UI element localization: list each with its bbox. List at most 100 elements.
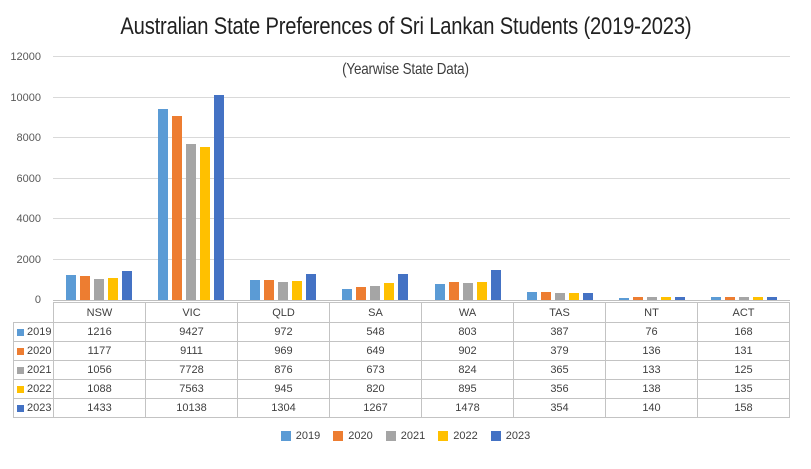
bar-nt-2020[interactable] — [632, 297, 643, 300]
bar-sa-2021[interactable] — [370, 286, 381, 300]
cell-nsw-2022: 1088 — [53, 379, 146, 399]
bar-nsw-2019[interactable] — [66, 275, 77, 300]
category-group-nt — [606, 57, 698, 300]
gridline-2000 — [53, 258, 790, 260]
bar-nt-2023[interactable] — [674, 297, 685, 300]
bar-qld-2023[interactable] — [306, 273, 317, 300]
bars-layer — [53, 57, 790, 300]
row-label-2023: 2023 — [13, 398, 54, 418]
cell-act-2020: 131 — [697, 341, 790, 361]
cell-nt-2020: 136 — [605, 341, 698, 361]
bar-vic-2022[interactable] — [200, 146, 211, 300]
gridline-4000 — [53, 218, 790, 219]
category-group-wa — [422, 57, 514, 300]
legend-item-2021[interactable]: 2021 — [385, 430, 426, 442]
category-group-vic — [145, 57, 237, 300]
legend-label: 2023 — [505, 430, 531, 442]
cell-tas-2022: 356 — [513, 379, 606, 399]
bar-tas-2022[interactable] — [568, 292, 579, 300]
bar-act-2021[interactable] — [738, 297, 749, 300]
bar-nt-2022[interactable] — [660, 297, 671, 300]
cell-wa-2020: 902 — [421, 341, 514, 361]
cell-qld-2022: 945 — [237, 379, 330, 399]
legend-item-2023[interactable]: 2023 — [490, 430, 531, 442]
cell-nt-2022: 138 — [605, 379, 698, 399]
category-group-nsw — [53, 57, 145, 300]
table-corner-cell — [13, 302, 54, 323]
bar-act-2023[interactable] — [766, 296, 777, 300]
cell-vic-2021: 7728 — [145, 360, 238, 380]
bar-vic-2020[interactable] — [172, 115, 183, 300]
category-group-tas — [514, 57, 606, 300]
bar-wa-2023[interactable] — [490, 270, 501, 300]
legend-item-2022[interactable]: 2022 — [438, 430, 478, 442]
bar-sa-2019[interactable] — [342, 288, 353, 300]
row-label-2022: 2022 — [13, 379, 54, 399]
row-label-2021: 2021 — [13, 360, 54, 380]
bar-sa-2022[interactable] — [384, 283, 395, 300]
data-table-header: NSW VIC QLD SA WA TAS NT ACT — [13, 302, 790, 323]
bar-wa-2021[interactable] — [462, 283, 473, 300]
bar-sa-2023[interactable] — [398, 274, 409, 300]
bar-qld-2020[interactable] — [264, 280, 275, 300]
y-tick-label-10000: 10000 — [10, 91, 41, 104]
y-tick-label-4000: 4000 — [16, 213, 41, 225]
column-header-tas: TAS — [513, 302, 606, 323]
bar-vic-2021[interactable] — [186, 143, 197, 300]
bar-vic-2019[interactable] — [158, 109, 169, 300]
bar-nsw-2023[interactable] — [122, 270, 133, 300]
cell-tas-2019: 387 — [513, 322, 606, 342]
legend: 2019 2020 2021 2022 2023 — [0, 430, 811, 442]
bar-act-2022[interactable] — [752, 297, 763, 300]
cell-nt-2023: 140 — [605, 398, 698, 418]
bar-nt-2019[interactable] — [618, 298, 629, 300]
x-axis-line — [53, 300, 790, 301]
row-label-text: 2020 — [27, 345, 52, 357]
bar-tas-2021[interactable] — [554, 292, 565, 300]
column-header-vic: VIC — [145, 302, 238, 323]
bar-qld-2021[interactable] — [278, 282, 289, 300]
bar-nsw-2022[interactable] — [108, 277, 119, 300]
row-label-2020: 2020 — [13, 341, 54, 361]
bar-tas-2023[interactable] — [582, 292, 593, 300]
bar-tas-2020[interactable] — [540, 292, 551, 300]
table-row-2020: 2020 1177 9111 969 649 902 379 136 131 — [13, 341, 790, 361]
bar-qld-2019[interactable] — [250, 280, 261, 300]
chart-title: Australian State Preferences of Sri Lank… — [0, 13, 811, 41]
bar-wa-2019[interactable] — [434, 283, 445, 300]
series-key-icon — [17, 328, 24, 336]
bar-tas-2019[interactable] — [526, 292, 537, 300]
bar-sa-2020[interactable] — [356, 286, 367, 300]
table-row-2019: 2019 1216 9427 972 548 803 387 76 168 — [13, 322, 790, 342]
cell-sa-2023: 1267 — [329, 398, 422, 418]
cell-nsw-2021: 1056 — [53, 360, 146, 380]
gridline-10000 — [53, 96, 790, 98]
bar-nt-2021[interactable] — [646, 297, 657, 300]
table-row-2021: 2021 1056 7728 876 673 824 365 133 125 — [13, 360, 790, 380]
column-header-sa: SA — [329, 302, 422, 323]
cell-tas-2023: 354 — [513, 398, 606, 418]
legend-item-2019[interactable]: 2019 — [280, 430, 320, 442]
y-axis: 0 2000 4000 6000 8000 10000 12000 — [0, 51, 47, 306]
plot-area — [53, 56, 790, 301]
bar-act-2019[interactable] — [710, 296, 721, 300]
legend-label: 2021 — [400, 430, 426, 442]
bar-vic-2023[interactable] — [214, 94, 225, 300]
cell-qld-2019: 972 — [237, 322, 330, 342]
series-key-icon — [17, 385, 24, 393]
bar-wa-2022[interactable] — [476, 281, 487, 300]
chart-title-text: Australian State Preferences of Sri Lank… — [119, 13, 692, 40]
cell-tas-2021: 365 — [513, 360, 606, 380]
y-tick-label-6000: 6000 — [16, 172, 41, 185]
chart-subtitle: (Yearwise State Data) — [0, 61, 811, 79]
bar-nsw-2021[interactable] — [94, 278, 105, 300]
bar-nsw-2020[interactable] — [80, 276, 91, 300]
column-header-act: ACT — [697, 302, 790, 323]
legend-item-2020[interactable]: 2020 — [333, 430, 373, 442]
column-header-nsw: NSW — [53, 302, 146, 323]
series-key-icon — [17, 404, 24, 412]
bar-qld-2022[interactable] — [292, 280, 303, 300]
cell-qld-2021: 876 — [237, 360, 330, 380]
bar-act-2020[interactable] — [724, 297, 735, 300]
bar-wa-2020[interactable] — [448, 281, 459, 300]
